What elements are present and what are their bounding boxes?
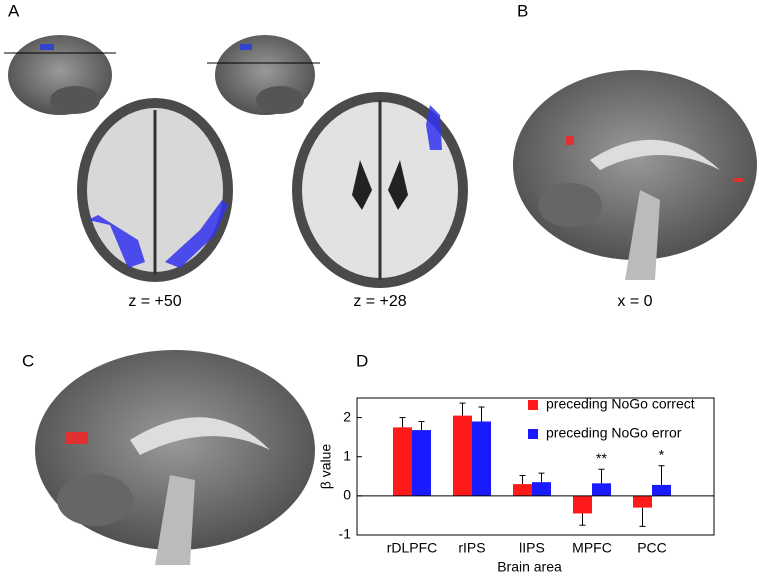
bar: [573, 495, 592, 514]
significance: *: [659, 446, 665, 462]
bar: [412, 430, 431, 496]
error-bar: [598, 468, 605, 484]
legend-label: preceding NoGo correct: [546, 396, 695, 412]
x-tick-label: MPFC: [572, 540, 612, 556]
brain-thumbnail: [207, 35, 320, 115]
y-tick-label: 1: [343, 447, 351, 463]
brain-thumbnail: [4, 35, 116, 115]
y-tick-label: -1: [339, 526, 352, 542]
significance: **: [596, 450, 607, 466]
axial-slice: [292, 92, 468, 288]
axial-slice: [77, 98, 233, 282]
panel-label: D: [356, 351, 368, 370]
plot-frame: [356, 397, 715, 536]
error-bar: [399, 417, 406, 428]
legend-label: preceding NoGo error: [546, 425, 682, 441]
bar-chart: -1 0 1 2 β value Brain area rDLPFC rIPS lIPS MPFC…: [318, 396, 715, 575]
panel-label: C: [22, 351, 34, 370]
caption: x = 0: [617, 293, 652, 310]
bar: [532, 482, 551, 496]
bar: [393, 427, 412, 496]
bar: [472, 421, 491, 496]
x-tick-label: lIPS: [519, 540, 545, 556]
error-bar: [658, 465, 665, 485]
bar: [633, 495, 652, 508]
sagittal-slice: [35, 350, 315, 565]
error-bar: [639, 507, 646, 527]
y-tick-label: 2: [343, 408, 351, 424]
error-bar: [478, 406, 485, 422]
x-tick-label: rIPS: [458, 540, 485, 556]
x-axis-label: Brain area: [497, 559, 562, 575]
error-bar: [579, 513, 586, 526]
bar: [592, 483, 611, 496]
x-tick-label: PCC: [637, 540, 667, 556]
y-tick-label: 0: [343, 487, 351, 503]
error-bar: [459, 402, 466, 416]
bar: [453, 415, 472, 496]
panel-label: B: [517, 1, 528, 20]
panel-label: A: [8, 1, 20, 20]
error-bar: [418, 420, 425, 431]
caption: z = +28: [353, 293, 406, 310]
bar: [513, 484, 532, 496]
caption: z = +50: [128, 293, 181, 310]
error-bar: [538, 472, 545, 483]
legend-swatch: [528, 400, 538, 410]
y-axis-label: β value: [318, 444, 334, 490]
sagittal-slice: [513, 70, 757, 280]
bar: [652, 484, 671, 496]
error-bar: [519, 475, 526, 485]
x-tick-label: rDLPFC: [387, 540, 438, 556]
legend-swatch: [528, 429, 538, 439]
